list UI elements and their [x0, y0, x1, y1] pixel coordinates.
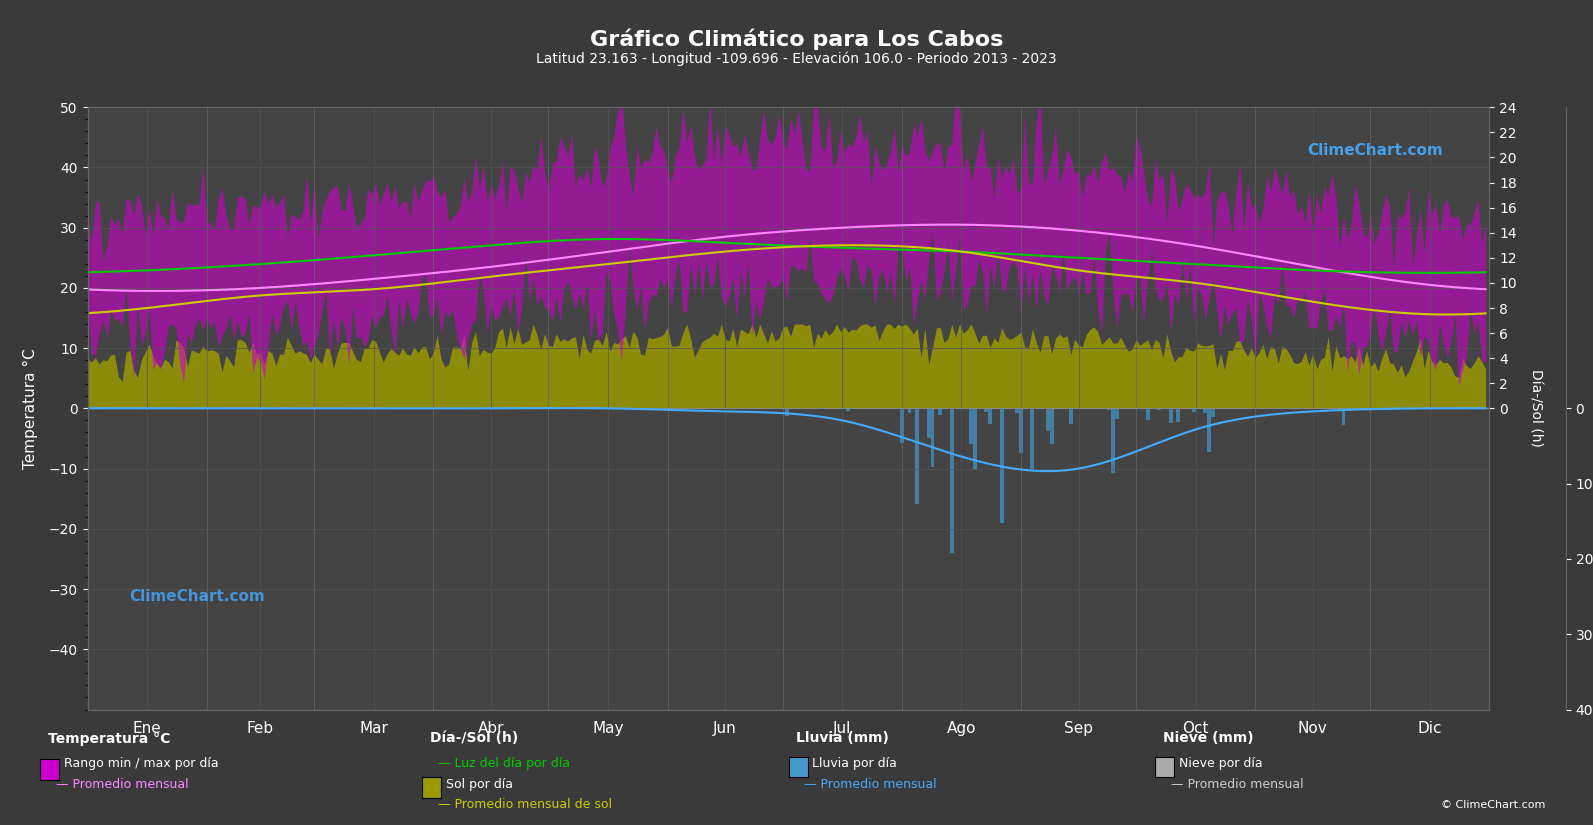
- Bar: [1145, 408, 1150, 420]
- Bar: [984, 408, 988, 412]
- Bar: [1203, 408, 1207, 413]
- Bar: [1192, 408, 1196, 412]
- Bar: [969, 408, 973, 444]
- Text: Lluvia por día: Lluvia por día: [804, 757, 897, 771]
- Text: Día-/Sol (h): Día-/Sol (h): [430, 732, 518, 746]
- Bar: [1211, 408, 1215, 417]
- Bar: [916, 408, 919, 505]
- Bar: [949, 408, 954, 553]
- Bar: [1050, 408, 1053, 444]
- Text: — Luz del día por día: — Luz del día por día: [438, 757, 570, 771]
- Text: ClimeChart.com: ClimeChart.com: [129, 589, 266, 604]
- Bar: [846, 408, 851, 411]
- Text: — Promedio mensual: — Promedio mensual: [804, 778, 937, 791]
- Text: Nieve por día: Nieve por día: [1171, 757, 1263, 771]
- Y-axis label: Temperatura °C: Temperatura °C: [22, 348, 38, 469]
- Bar: [1069, 408, 1072, 424]
- Bar: [1031, 408, 1034, 470]
- Bar: [1107, 408, 1112, 410]
- Bar: [908, 408, 911, 413]
- Bar: [785, 408, 789, 416]
- Bar: [1115, 408, 1118, 419]
- Bar: [1020, 408, 1023, 453]
- Bar: [1341, 408, 1346, 426]
- Text: ClimeChart.com: ClimeChart.com: [1308, 144, 1443, 158]
- Text: Latitud 23.163 - Longitud -109.696 - Elevación 106.0 - Periodo 2013 - 2023: Latitud 23.163 - Longitud -109.696 - Ele…: [537, 51, 1056, 66]
- Text: Nieve (mm): Nieve (mm): [1163, 732, 1254, 746]
- Text: — Promedio mensual de sol: — Promedio mensual de sol: [438, 799, 612, 812]
- Bar: [988, 408, 992, 423]
- Bar: [900, 408, 903, 443]
- Bar: [1000, 408, 1004, 523]
- Bar: [1169, 408, 1172, 423]
- Bar: [1047, 408, 1050, 431]
- Text: Sol por día: Sol por día: [438, 778, 513, 791]
- Bar: [927, 408, 930, 438]
- Bar: [930, 408, 935, 467]
- Y-axis label: Día-/Sol (h): Día-/Sol (h): [1528, 370, 1542, 447]
- Bar: [1157, 408, 1161, 410]
- Text: — Promedio mensual: — Promedio mensual: [1171, 778, 1303, 791]
- Bar: [938, 408, 941, 415]
- Text: — Promedio mensual: — Promedio mensual: [56, 778, 188, 791]
- Text: Rango min / max por día: Rango min / max por día: [56, 757, 218, 771]
- Bar: [1207, 408, 1211, 452]
- Text: Temperatura °C: Temperatura °C: [48, 732, 170, 746]
- Bar: [973, 408, 977, 470]
- Text: Gráfico Climático para Los Cabos: Gráfico Climático para Los Cabos: [589, 29, 1004, 50]
- Bar: [1015, 408, 1020, 412]
- Text: © ClimeChart.com: © ClimeChart.com: [1440, 800, 1545, 810]
- Text: Lluvia (mm): Lluvia (mm): [796, 732, 889, 746]
- Bar: [1177, 408, 1180, 422]
- Bar: [1112, 408, 1115, 473]
